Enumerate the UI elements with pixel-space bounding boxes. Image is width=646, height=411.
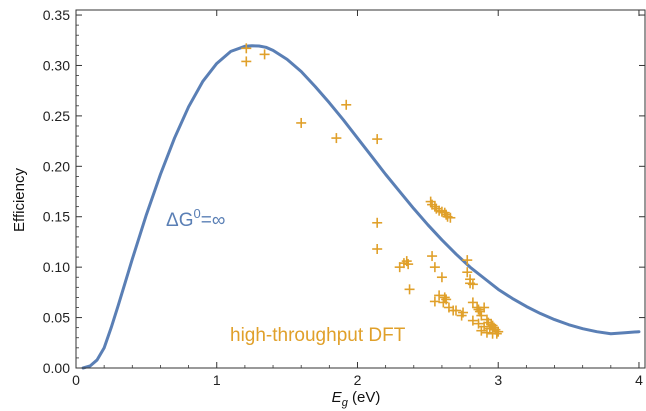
x-axis-title: Eg (eV)	[332, 389, 381, 409]
curve-label: ΔG0=∞	[166, 206, 225, 231]
y-tick-label: 0.25	[43, 108, 70, 124]
x-axis-title-unit: (eV)	[348, 389, 381, 406]
data-point	[438, 297, 449, 308]
x-tick-label: 0	[72, 372, 80, 388]
curve-label-superscript: 0	[193, 206, 200, 221]
data-point	[331, 133, 342, 144]
data-point	[445, 212, 456, 223]
data-point	[493, 326, 504, 337]
data-point	[473, 318, 484, 329]
data-point	[467, 279, 478, 290]
y-tick-label: 0.00	[43, 360, 70, 376]
data-point	[403, 259, 414, 270]
data-point	[479, 302, 490, 313]
data-point	[372, 217, 383, 228]
x-tick-label: 4	[635, 372, 643, 388]
y-tick-label: 0.35	[43, 7, 70, 23]
data-point	[241, 43, 252, 54]
data-point	[372, 244, 383, 255]
curve-label-rest: =∞	[201, 210, 226, 231]
x-tick-label: 1	[213, 372, 221, 388]
curve-layer	[81, 44, 641, 370]
data-point	[427, 251, 438, 262]
data-point	[462, 255, 473, 266]
data-point	[404, 284, 415, 295]
data-point	[462, 267, 473, 278]
data-point	[456, 310, 467, 321]
data-point	[296, 117, 307, 128]
data-point	[476, 310, 487, 321]
data-point	[481, 327, 492, 338]
plot-frame	[75, 9, 646, 369]
data-point	[476, 325, 487, 336]
x-tick-label: 3	[494, 372, 502, 388]
data-point	[467, 297, 478, 308]
y-axis-title: Efficiency	[11, 168, 28, 232]
y-tick-label: 0.05	[43, 310, 70, 326]
points-layer	[241, 43, 504, 339]
y-tick-label: 0.10	[43, 259, 70, 275]
axes-layer: 0 1 2 3 4 0.00 0.05 0.10 0.15 0.20 0.25 0.30 0.35	[43, 7, 646, 388]
x-tick-label: 2	[354, 372, 362, 388]
y-tick-label: 0.15	[43, 209, 70, 225]
efficiency-curve	[81, 44, 641, 370]
data-point	[434, 290, 445, 301]
data-point	[429, 262, 440, 273]
data-point	[448, 305, 459, 316]
x-axis-title-main: E	[332, 389, 343, 406]
data-point	[491, 328, 502, 339]
data-point	[429, 296, 440, 307]
points-label: high-throughput DFT	[230, 325, 406, 346]
x-axis-title-subscript: g	[342, 397, 349, 409]
data-point	[341, 99, 352, 110]
curve-label-delta: ΔG	[166, 210, 193, 231]
data-point	[241, 56, 252, 67]
data-point	[473, 304, 484, 315]
data-point	[439, 292, 450, 303]
data-point	[372, 134, 383, 145]
data-point	[467, 315, 478, 326]
data-point	[259, 49, 270, 60]
data-point	[436, 272, 447, 283]
y-tick-label: 0.30	[43, 57, 70, 73]
y-tick-label: 0.20	[43, 158, 70, 174]
